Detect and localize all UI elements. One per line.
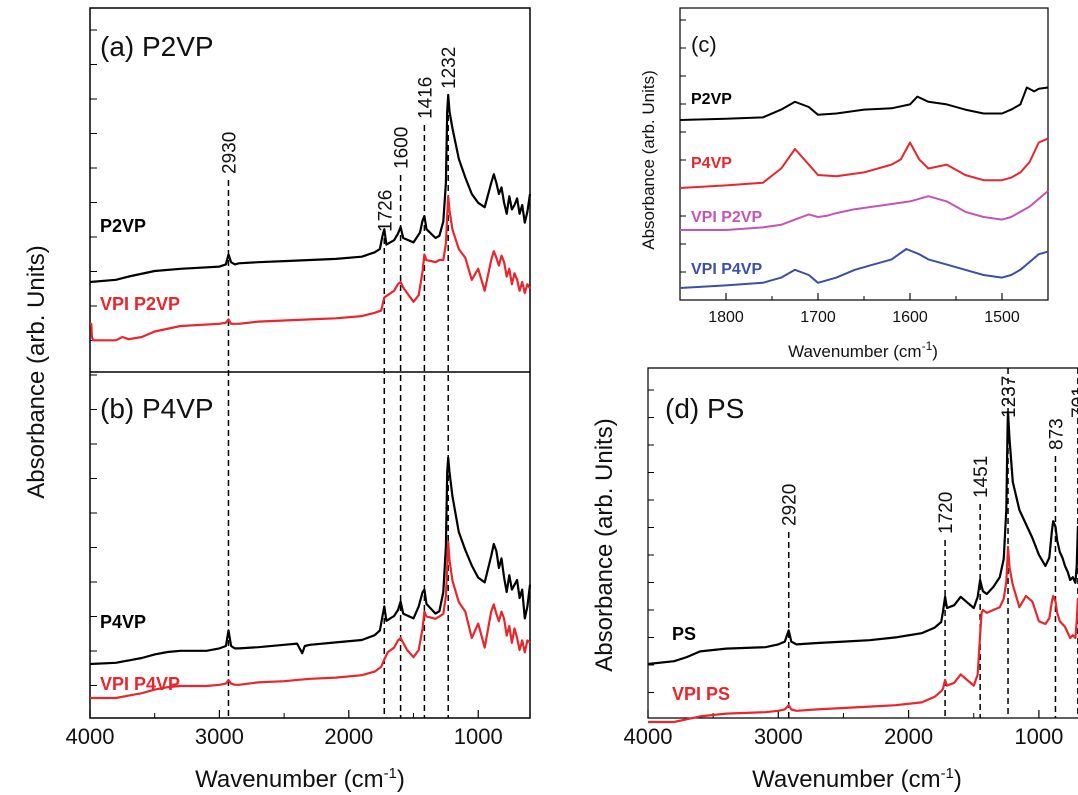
- series-label: P2VP: [691, 91, 732, 108]
- y-axis-title-main: Absorbance (arb. Units): [23, 245, 50, 498]
- x-tick-label: 1800: [708, 309, 744, 326]
- series-label: P2VP: [100, 216, 146, 236]
- series-line-p2vp: [679, 86, 1049, 121]
- x-axis-title-c: Wavenumber (cm-1): [788, 339, 938, 361]
- x-tick-label: 1600: [892, 309, 928, 326]
- series-line-vpi-ps: [648, 545, 1078, 724]
- plot-frame-d: [647, 367, 1078, 719]
- peak-label: 1600: [392, 127, 413, 169]
- series-label: PS: [672, 624, 696, 644]
- series-line-p4vp: [679, 137, 1049, 189]
- series-line-p2vp: [89, 93, 532, 284]
- series-line-ps: [647, 410, 1078, 666]
- x-axis-title-main: Wavenumber (cm-1): [195, 765, 405, 793]
- panel-title: (b) P4VP: [100, 393, 214, 424]
- y-axis-title-d: Absorbance (arb. Units): [591, 418, 618, 671]
- x-axis-title-d: Wavenumber (cm-1): [752, 765, 962, 793]
- panel-c: 1800 1700 1600 1500 P2VP P4VP VPI P2VP VPI P4VP…: [679, 7, 1049, 326]
- plot-frame-c: [679, 7, 1049, 301]
- series-label: VPI P4VP: [691, 261, 762, 278]
- panel-title: (a) P2VP: [100, 31, 214, 62]
- series-line-vpi-p2vp: [680, 190, 1049, 231]
- x-tick-label: 4000: [66, 724, 115, 749]
- series-label: P4VP: [691, 155, 732, 172]
- peak-label: 873: [1046, 418, 1067, 450]
- x-tick-label: 1700: [800, 309, 836, 326]
- peak-label: 2920: [780, 484, 801, 526]
- peak-label: 1237: [999, 376, 1020, 418]
- series-label: VPI P4VP: [100, 674, 180, 694]
- y-axis-title-c: Absorbance (arb. Units): [639, 70, 658, 250]
- series-label: VPI P2VP: [691, 209, 762, 226]
- x-tick-label: 2000: [884, 724, 933, 749]
- peak-label: 1720: [936, 492, 957, 534]
- x-tick-label: 1500: [984, 309, 1020, 326]
- series-line-vpi-p4vp: [679, 248, 1049, 289]
- plot-frame-ab: [89, 7, 531, 719]
- peak-label: 701: [1069, 386, 1078, 418]
- peak-label: 1232: [439, 47, 460, 89]
- peak-label: 1451: [971, 456, 992, 498]
- panel-title: (c): [691, 32, 717, 57]
- x-tick-label: 3000: [195, 724, 244, 749]
- x-tick-label: 1000: [454, 724, 503, 749]
- series-line-vpi-p2vp: [90, 195, 531, 342]
- panel-title: (d) PS: [665, 393, 744, 424]
- peak-label: 1726: [375, 190, 396, 232]
- series-label: VPI PS: [672, 684, 730, 704]
- x-tick-label: 2000: [324, 724, 373, 749]
- series-label: VPI P2VP: [100, 294, 180, 314]
- x-tick-label: 1000: [1014, 724, 1063, 749]
- peak-label: 2930: [219, 132, 240, 174]
- series-line-vpi-p4vp: [90, 540, 531, 700]
- x-tick-label: 3000: [754, 724, 803, 749]
- peak-label: 1416: [415, 77, 436, 119]
- series-line-p4vp: [89, 456, 532, 666]
- x-tick-label: 4000: [624, 724, 673, 749]
- series-label: P4VP: [100, 612, 146, 632]
